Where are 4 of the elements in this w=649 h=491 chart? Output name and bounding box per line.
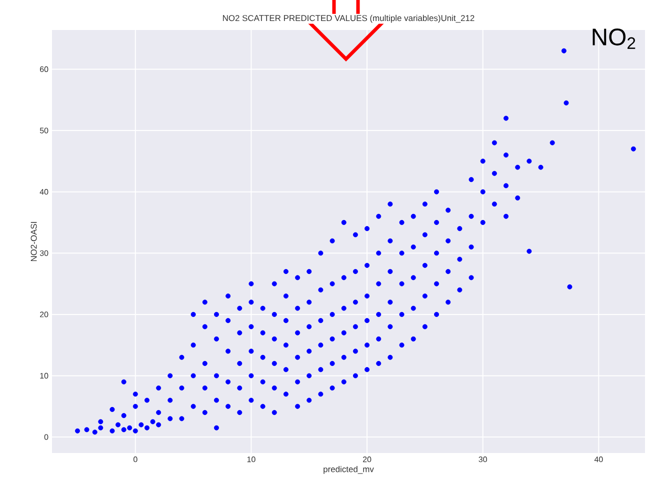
- x-axis-title: predicted_mv: [324, 466, 374, 474]
- chart-title: NO2 SCATTER PREDICTED VALUES (multiple variables)Unit_212: [222, 14, 474, 23]
- annotation: NO$_{2}$: [592, 28, 636, 49]
- y-axis-title: NO2-OASI: [30, 222, 37, 262]
